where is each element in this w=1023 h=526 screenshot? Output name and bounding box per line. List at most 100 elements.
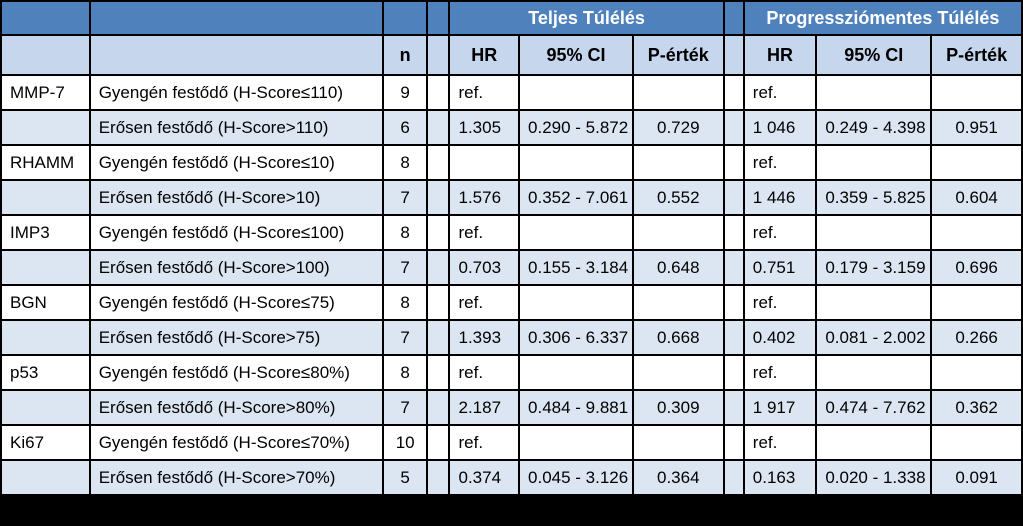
spacer-cell (724, 286, 743, 319)
hr-pfs-cell: 0.163 (744, 461, 816, 494)
hr-overall-cell: 0.703 (450, 251, 519, 284)
spacer-cell (724, 461, 743, 494)
ci-overall-cell (520, 286, 632, 319)
hr-overall-cell: 1.393 (450, 321, 519, 354)
marker-cell (2, 321, 89, 354)
header-hr-2: HR (744, 36, 816, 74)
table-row: Erősen festődő (H-Score>80%) 7 2.187 0.484 … (2, 391, 1021, 424)
ci-pfs-cell: 0.249 - 4.398 (817, 111, 931, 144)
hr-overall-cell: 2.187 (450, 391, 519, 424)
group-cell: Gyengén festődő (H-Score≤10) (90, 146, 382, 179)
spacer-cell (428, 286, 449, 319)
p-overall-cell: 0.309 (633, 391, 723, 424)
ci-overall-cell (520, 146, 632, 179)
n-cell: 9 (384, 76, 427, 109)
spacer-cell (428, 321, 449, 354)
p-overall-cell (633, 286, 723, 319)
header-hr-1: HR (450, 36, 519, 74)
group-cell: Erősen festődő (H-Score>70%) (90, 461, 382, 494)
p-overall-cell (633, 216, 723, 249)
n-cell: 7 (384, 251, 427, 284)
marker-cell (2, 251, 89, 284)
table-row: RHAMM Gyengén festődő (H-Score≤10) 8 ref. (2, 146, 1021, 179)
group-cell: Gyengén festődő (H-Score≤100) (90, 216, 382, 249)
table-row: p53 Gyengén festődő (H-Score≤80%) 8 ref. ref… (2, 356, 1021, 389)
header-ci-2: 95% CI (817, 36, 931, 74)
spacer-cell (724, 321, 743, 354)
group-cell: Gyengén festődő (H-Score≤70%) (90, 426, 382, 459)
marker-cell: IMP3 (2, 216, 89, 249)
ci-overall-cell (520, 356, 632, 389)
n-cell: 7 (384, 391, 427, 424)
header-spacer (428, 36, 449, 74)
marker-cell: MMP-7 (2, 76, 89, 109)
spacer-cell (428, 181, 449, 214)
table-row: Erősen festődő (H-Score>10) 7 1.576 0.352 -… (2, 181, 1021, 214)
spacer-cell (724, 426, 743, 459)
ci-pfs-cell (817, 76, 931, 109)
ci-overall-cell: 0.045 - 3.126 (520, 461, 632, 494)
group-cell: Gyengén festődő (H-Score≤80%) (90, 356, 382, 389)
p-overall-cell (633, 426, 723, 459)
marker-cell (2, 461, 89, 494)
hr-overall-cell: ref. (450, 426, 519, 459)
p-overall-cell: 0.668 (633, 321, 723, 354)
spacer-cell (428, 356, 449, 389)
hr-overall-cell: ref. (450, 356, 519, 389)
header-blank (90, 36, 382, 74)
header-spacer (724, 36, 743, 74)
header-p-2: P-érték (932, 36, 1021, 74)
spacer-cell (724, 146, 743, 179)
n-cell: 8 (384, 356, 427, 389)
table-row: Erősen festődő (H-Score>110) 6 1.305 0.290 … (2, 111, 1021, 144)
p-overall-cell (633, 146, 723, 179)
p-pfs-cell (932, 216, 1021, 249)
ci-pfs-cell (817, 286, 931, 319)
header-spacer (428, 2, 449, 34)
group-cell: Gyengén festődő (H-Score≤110) (90, 76, 382, 109)
ci-pfs-cell (817, 146, 931, 179)
p-pfs-cell: 0.604 (932, 181, 1021, 214)
marker-cell (2, 391, 89, 424)
ci-overall-cell: 0.155 - 3.184 (520, 251, 632, 284)
spacer-cell (724, 216, 743, 249)
hr-overall-cell: ref. (450, 76, 519, 109)
ci-overall-cell: 0.290 - 5.872 (520, 111, 632, 144)
group-cell: Erősen festődő (H-Score>75) (90, 321, 382, 354)
group-cell: Gyengén festődő (H-Score≤75) (90, 286, 382, 319)
spacer-cell (428, 111, 449, 144)
p-pfs-cell (932, 356, 1021, 389)
header-row-columns: n HR 95% CI P-érték HR 95% CI P-érték (2, 36, 1021, 74)
header-progression-free-survival: Progressziómentes Túlélés (744, 2, 1021, 34)
marker-cell: RHAMM (2, 146, 89, 179)
spacer-cell (428, 391, 449, 424)
ci-overall-cell (520, 216, 632, 249)
hr-pfs-cell: 1 446 (744, 181, 816, 214)
p-overall-cell (633, 76, 723, 109)
survival-table: Teljes Túlélés Progressziómentes Túlélés… (2, 2, 1021, 494)
group-cell: Erősen festődő (H-Score>80%) (90, 391, 382, 424)
hr-pfs-cell: 1 917 (744, 391, 816, 424)
ci-pfs-cell: 0.359 - 5.825 (817, 181, 931, 214)
ci-overall-cell: 0.352 - 7.061 (520, 181, 632, 214)
ci-overall-cell (520, 426, 632, 459)
hr-overall-cell: 0.374 (450, 461, 519, 494)
marker-cell (2, 181, 89, 214)
spacer-cell (724, 181, 743, 214)
spacer-cell (724, 251, 743, 284)
marker-cell: Ki67 (2, 426, 89, 459)
marker-cell: BGN (2, 286, 89, 319)
p-pfs-cell: 0.951 (932, 111, 1021, 144)
p-pfs-cell (932, 146, 1021, 179)
spacer-cell (724, 76, 743, 109)
n-cell: 8 (384, 286, 427, 319)
group-cell: Erősen festődő (H-Score>100) (90, 251, 382, 284)
table-row: Ki67 Gyengén festődő (H-Score≤70%) 10 ref. r… (2, 426, 1021, 459)
p-overall-cell: 0.729 (633, 111, 723, 144)
header-blank (2, 2, 89, 34)
spacer-cell (724, 356, 743, 389)
group-cell: Erősen festődő (H-Score>10) (90, 181, 382, 214)
hr-overall-cell: ref. (450, 286, 519, 319)
header-n: n (384, 36, 427, 74)
spacer-cell (428, 146, 449, 179)
